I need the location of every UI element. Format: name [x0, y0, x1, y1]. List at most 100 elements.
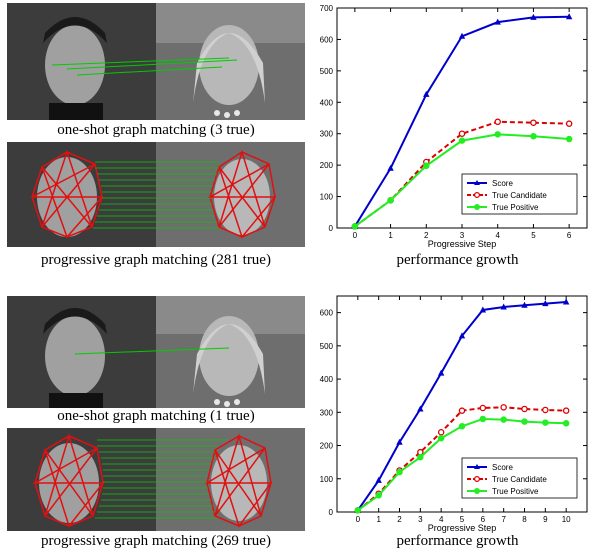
y-tick-label: 100 [320, 475, 334, 484]
data-point [458, 130, 466, 137]
data-point [494, 18, 501, 25]
data-point [530, 119, 537, 126]
data-point [479, 415, 487, 423]
data-point [565, 120, 573, 127]
data-point [521, 405, 528, 413]
data-point [396, 468, 403, 476]
data-point [437, 369, 445, 376]
match-lines-dense [95, 439, 227, 519]
y-tick-label: 700 [320, 4, 334, 13]
caption-one-shot-1: one-shot graph matching (3 true) [57, 122, 255, 138]
caption-progressive-2: progressive graph matching (269 true) [41, 533, 271, 549]
x-tick-label: 1 [388, 231, 393, 240]
y-tick-label: 100 [320, 193, 334, 202]
data-point [396, 438, 403, 445]
data-point [458, 137, 466, 144]
legend-label: True Positive [492, 203, 539, 212]
data-point [351, 223, 359, 230]
data-point [521, 301, 528, 308]
y-tick-label: 500 [320, 342, 334, 351]
legend-label: Score [492, 463, 513, 472]
face-pair-one-shot-2 [7, 296, 305, 408]
data-point [562, 420, 570, 427]
legend-marker [474, 488, 481, 495]
data-point [437, 428, 445, 436]
data-point [437, 434, 445, 442]
x-tick-label: 2 [397, 515, 402, 524]
legend-label: Score [492, 179, 513, 188]
y-tick-label: 300 [320, 408, 334, 417]
x-tick-label: 6 [481, 515, 486, 524]
face-pair-one-shot-1 [7, 3, 305, 120]
data-point [562, 298, 570, 305]
data-point [387, 164, 394, 171]
legend-marker [474, 192, 481, 199]
data-point [375, 492, 382, 499]
y-tick-label: 0 [329, 224, 334, 233]
data-point [542, 300, 549, 307]
x-tick-label: 5 [531, 231, 536, 240]
graph-left [31, 149, 104, 239]
legend-marker [474, 476, 481, 483]
data-point [542, 406, 549, 414]
data-point [458, 423, 466, 430]
data-point [500, 416, 507, 423]
caption-progressive-1: progressive graph matching (281 true) [41, 252, 271, 268]
x-tick-label: 2 [424, 231, 429, 240]
caption-chart-2: performance growth [396, 533, 519, 549]
y-tick-label: 600 [320, 35, 334, 44]
x-tick-label: 7 [501, 515, 506, 524]
graph-left [32, 433, 105, 528]
data-point [423, 90, 430, 97]
data-point [494, 118, 501, 126]
data-point [417, 453, 424, 461]
performance-chart-1: 0 100 200 300 400 500 600 700 0 1 2 3 4 5 6 Progressive… [320, 4, 588, 249]
legend-label: True Positive [492, 487, 539, 496]
x-tick-label: 1 [376, 515, 381, 524]
legend-marker [474, 204, 481, 211]
data-point [375, 476, 382, 483]
x-tick-label: 0 [356, 515, 361, 524]
x-tick-label: 3 [418, 515, 423, 524]
data-point [562, 407, 570, 414]
x-tick-label: 5 [460, 515, 465, 524]
data-point [565, 13, 573, 20]
match-lines [51, 57, 238, 76]
data-point [565, 135, 573, 143]
y-tick-label: 200 [320, 161, 334, 170]
data-point [542, 419, 549, 426]
legend-marker [474, 180, 480, 185]
performance-chart-2: 0 100 200 300 400 500 600 0 1 2 3 4 5 6 7 8 9 10 Progressi… [320, 295, 588, 533]
match-line [74, 347, 230, 355]
y-tick-label: 0 [329, 508, 334, 517]
y-tick-label: 500 [320, 67, 334, 76]
data-point [423, 162, 430, 170]
face-pair-progressive-1 [7, 142, 305, 247]
caption-one-shot-2: one-shot graph matching (1 true) [57, 408, 255, 424]
data-point [530, 132, 537, 140]
data-point [494, 131, 501, 138]
x-tick-label: 8 [522, 515, 527, 524]
data-point [500, 303, 507, 310]
data-point [354, 507, 362, 514]
caption-chart-1: performance growth [396, 252, 519, 268]
x-axis-label: Progressive Step [428, 239, 497, 249]
x-tick-label: 4 [439, 515, 444, 524]
x-tick-label: 3 [460, 231, 465, 240]
data-point [458, 407, 466, 414]
x-tick-label: 10 [562, 515, 571, 524]
data-point [479, 306, 487, 313]
x-axis-label: Progressive Step [428, 523, 497, 533]
y-tick-label: 200 [320, 442, 334, 451]
y-tick-label: 600 [320, 309, 334, 318]
data-point [458, 332, 466, 339]
legend-marker [474, 464, 480, 469]
legend-label: True Candidate [492, 191, 547, 200]
match-lines-dense [93, 161, 219, 229]
graph-right [207, 149, 277, 239]
data-point [387, 197, 394, 204]
x-tick-label: 0 [353, 231, 358, 240]
y-tick-label: 300 [320, 130, 334, 139]
data-point [521, 418, 528, 425]
y-tick-label: 400 [320, 98, 334, 107]
